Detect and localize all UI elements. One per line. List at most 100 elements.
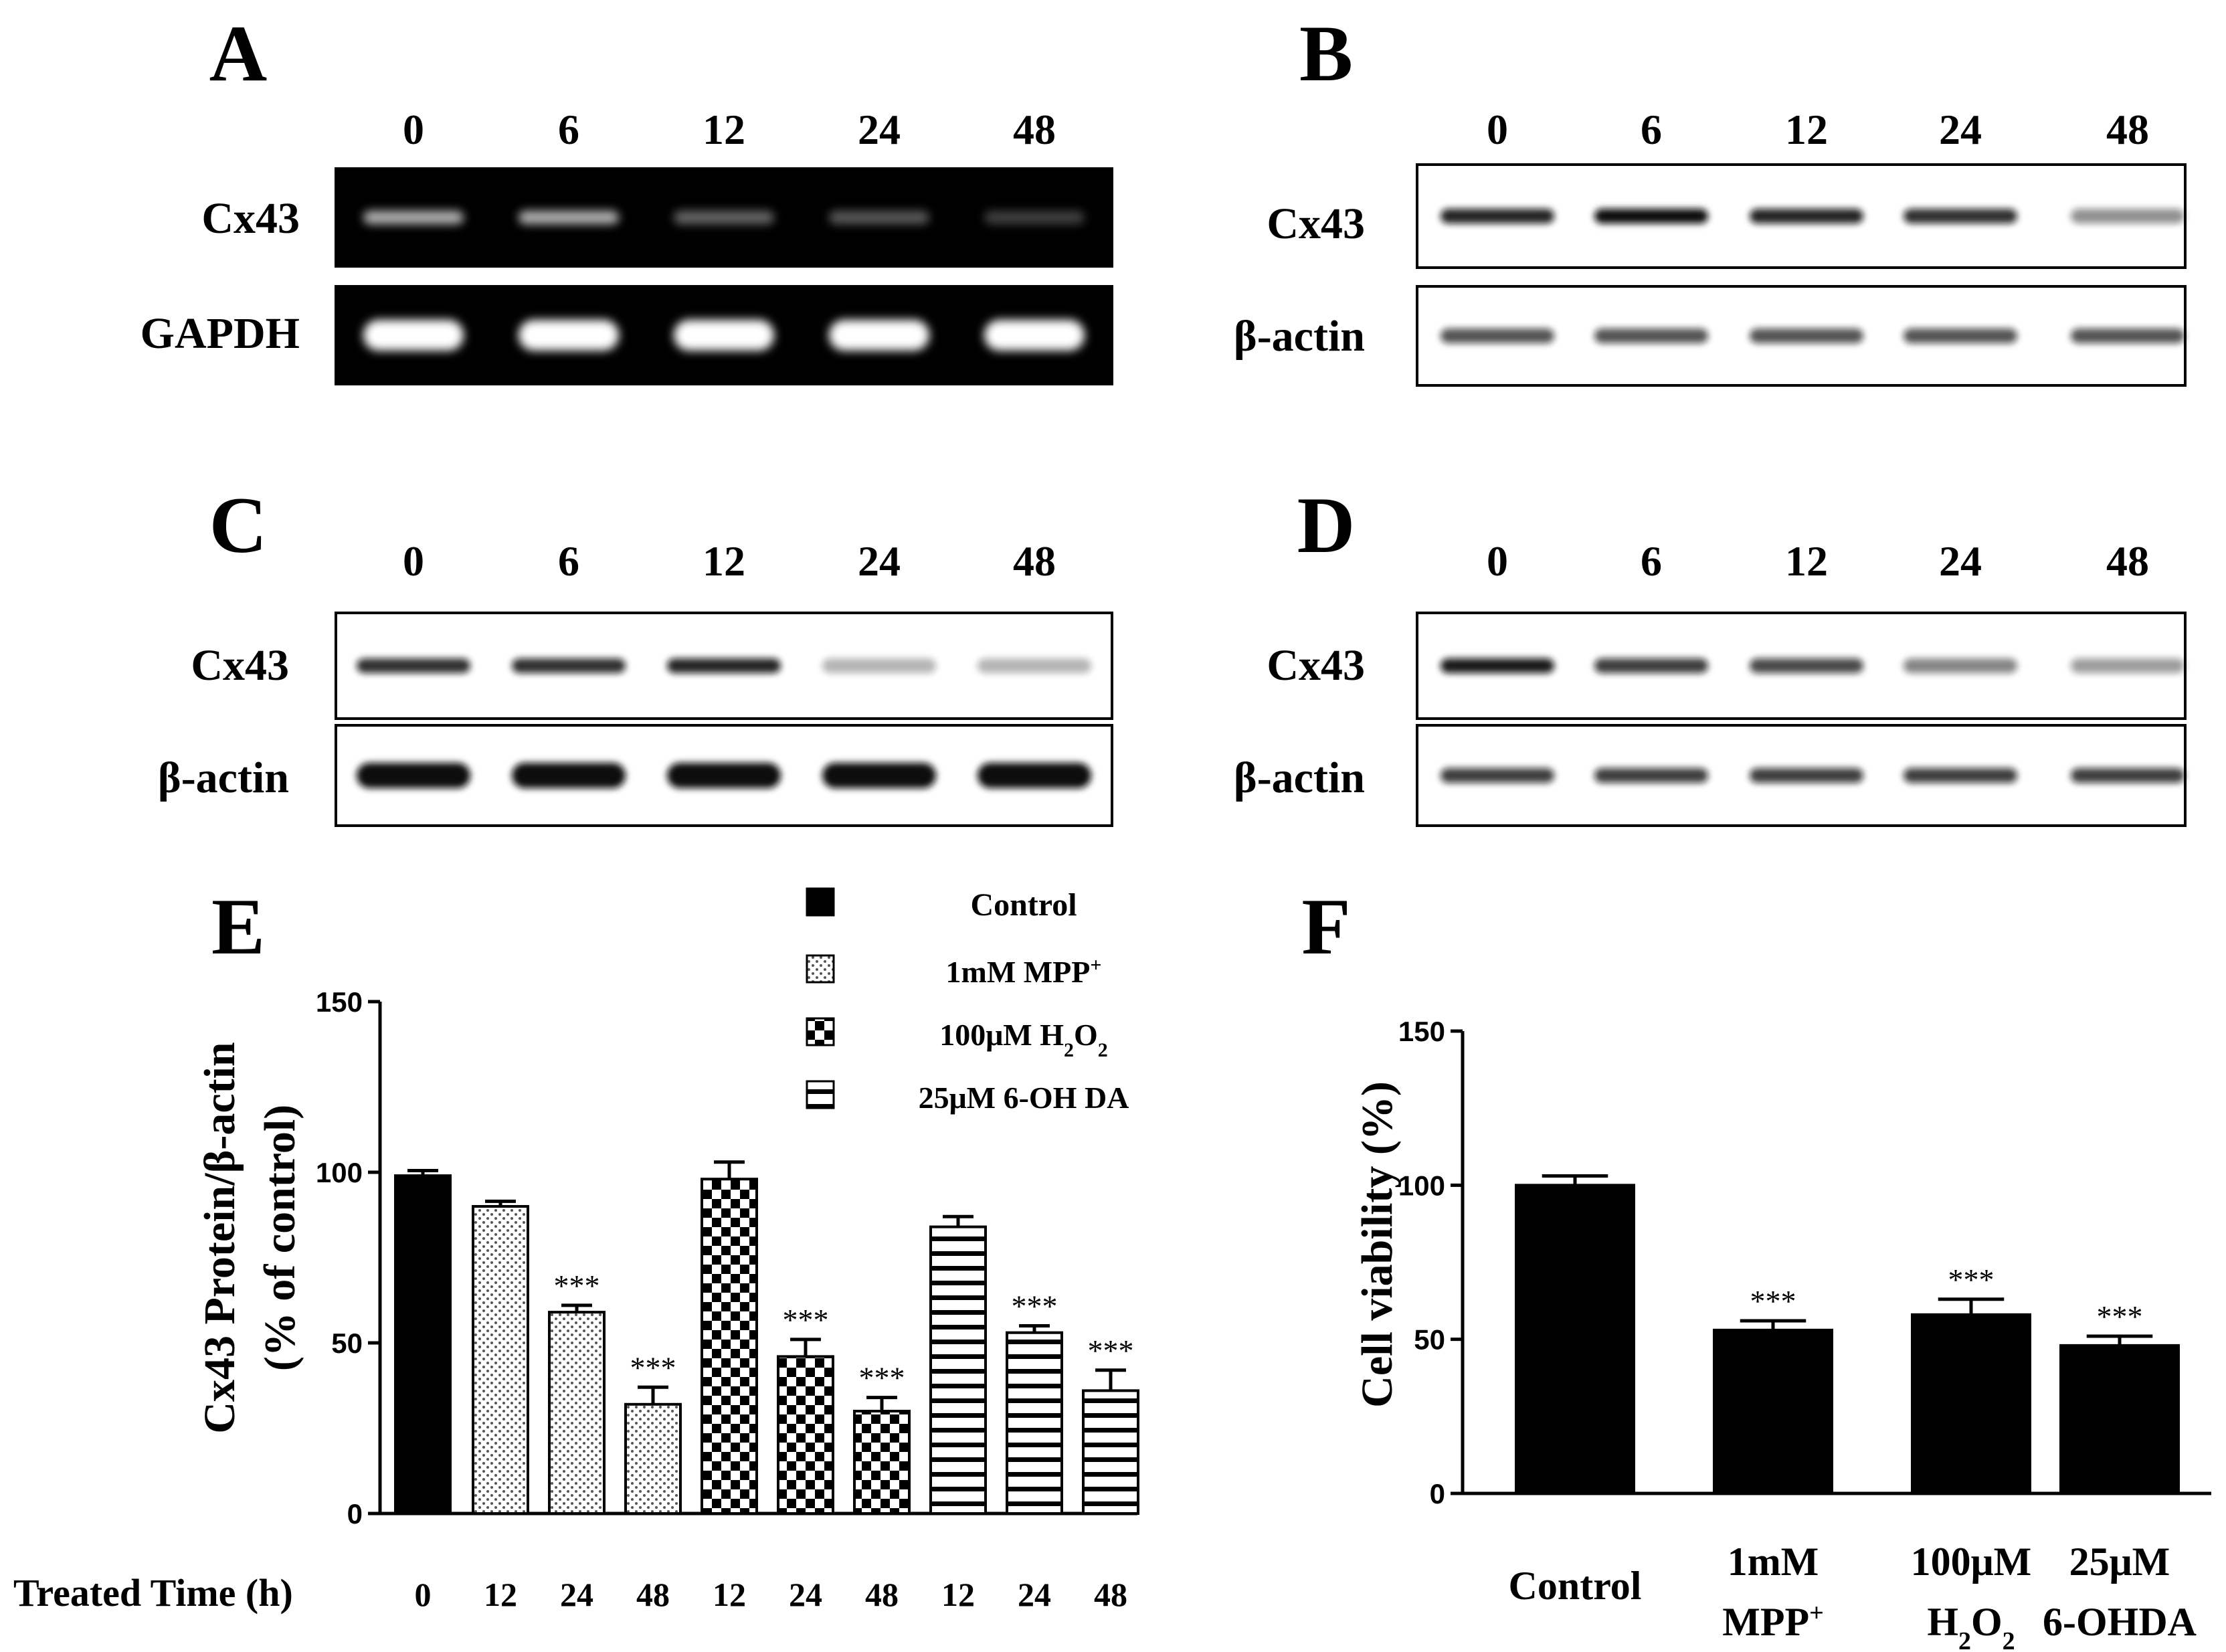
x-tick-label: 24	[1018, 1576, 1051, 1613]
bar	[929, 1225, 987, 1515]
x-tick-label: 12	[941, 1576, 975, 1613]
panel-f-tick-labels: 050100150Control1mMMPP+100μMH2O225μM6-OH…	[1398, 1016, 2197, 1652]
blot-band	[667, 763, 781, 788]
lane-label: 0	[1487, 537, 1508, 585]
blot-band	[1594, 329, 1708, 343]
blot-band	[667, 658, 781, 673]
x-tick-label-main: 6-OHDA	[2043, 1600, 2197, 1644]
lane-label: 24	[858, 537, 901, 585]
x-tick-label-sup: +	[1809, 1599, 1824, 1627]
blot-band	[1441, 329, 1554, 343]
legend-label-control: Control	[970, 887, 1077, 923]
x-tick-label: 24	[560, 1576, 593, 1613]
y-tick-label: 150	[316, 986, 363, 1018]
x-tick-label-sub: 2	[1958, 1627, 1971, 1652]
blot-row-label: Cx43	[201, 194, 300, 243]
x-tick-label: 48	[1094, 1576, 1127, 1613]
legend-label-6ohda: 25μM 6-OH DA	[919, 1081, 1129, 1115]
legend-label-h2o2-mid: O	[1074, 1018, 1098, 1052]
lane-label: 24	[1939, 106, 1982, 153]
blot-band	[822, 658, 936, 673]
legend-label-mpp: 1mM MPP+	[946, 954, 1102, 990]
lane-label: 6	[558, 537, 579, 585]
bar	[777, 1355, 834, 1516]
significance-marker: ***	[2097, 1299, 2143, 1334]
legend-swatch-h2o2	[806, 1017, 835, 1046]
blot-band	[1904, 658, 2017, 673]
y-tick-label: 0	[1430, 1478, 1445, 1509]
x-tick-label-main: MPP	[1722, 1600, 1809, 1644]
bar	[1911, 1313, 2031, 1495]
x-tick-label-line1: 1mM	[1728, 1540, 1819, 1584]
blot-band	[1441, 209, 1554, 223]
panel-e-chart: E Cx43 Protein/β-actin (% of control) **…	[13, 882, 1139, 1615]
panel-f-chart: F Cell viability (%) *** *** *** 0 50 100 150…	[1301, 882, 2211, 1652]
lane-label: 12	[1785, 106, 1828, 153]
x-tick-label-mid: O	[1971, 1600, 2003, 1644]
blot-band	[1750, 768, 1863, 783]
blot-band	[1594, 768, 1708, 783]
lane-label: 6	[558, 106, 579, 153]
panel-f-bars: *** *** ***	[1515, 1174, 2180, 1495]
y-tick-label: 0	[347, 1498, 363, 1530]
panel-e-legend: Control 1mM MPP+ 100μM H2O2 25μM 6-OH DA	[806, 887, 1129, 1115]
blot-band	[519, 211, 619, 224]
lane-label: 0	[403, 537, 424, 585]
panel-b-blot: B 0 6 12 24 48 Cx43 β-actin	[1234, 9, 2187, 387]
x-tick-label: 12	[484, 1576, 517, 1613]
panel-e-xlabel: Treated Time (h)	[13, 1571, 293, 1615]
y-tick-label: 50	[331, 1327, 363, 1359]
blot-row-label: β-actin	[1234, 312, 1365, 361]
x-tick-label-line1: 100μM	[1911, 1540, 2032, 1584]
blot-band	[357, 763, 470, 788]
x-tick-label: 48	[865, 1576, 899, 1613]
legend-swatch-mpp	[806, 954, 835, 984]
x-tick-label-line2: MPP+	[1722, 1599, 1824, 1644]
lane-label: 6	[1641, 106, 1662, 153]
blot-band	[512, 763, 626, 788]
panel-e-tick-labels: 0 50 100 150 0 12 24 48 12 24 48 12 24 48	[316, 986, 1127, 1613]
blot-band	[829, 320, 929, 351]
panel-e-ylabel: Cx43 Protein/β-actin	[195, 1042, 244, 1433]
lane-label: 48	[1013, 537, 1056, 585]
blot-band	[829, 211, 929, 224]
panel-e-ylabel-unit: (% of control)	[256, 1105, 304, 1371]
lane-label: 6	[1641, 537, 1662, 585]
lane-label: 0	[1487, 106, 1508, 153]
panel-e-bars: *** *** *** *** *** ***	[394, 1160, 1139, 1516]
blot-band	[512, 658, 626, 673]
blot-band	[1750, 658, 1863, 673]
panel-c-blot: C 0 6 12 24 48 Cx43 β-actin	[158, 480, 1113, 827]
blot-band	[674, 320, 774, 351]
significance-marker: ***	[1750, 1284, 1796, 1318]
panel-d-letter: D	[1297, 480, 1356, 569]
blot-band	[363, 211, 464, 224]
blot-row-label: Cx43	[1267, 641, 1365, 690]
lane-label: 48	[2106, 537, 2149, 585]
blot-band	[519, 320, 619, 351]
bar	[1006, 1331, 1063, 1515]
panel-b-letter: B	[1299, 9, 1353, 98]
blot-band	[1441, 768, 1554, 783]
blot-row-label: Cx43	[191, 641, 289, 690]
significance-marker: ***	[1012, 1289, 1058, 1323]
x-tick-label: 48	[636, 1576, 670, 1613]
legend-label-h2o2-main: 100μM H	[939, 1018, 1064, 1052]
legend-swatch-6ohda	[806, 1080, 835, 1109]
panel-d-blot: D 0 6 12 24 48 Cx43 β-actin	[1234, 480, 2187, 827]
panel-f-ylabel: Cell viability (%)	[1353, 1081, 1402, 1408]
x-tick-label: Control	[1509, 1564, 1642, 1608]
y-tick-label: 150	[1398, 1016, 1445, 1047]
lane-label: 12	[703, 537, 745, 585]
y-tick-label: 100	[316, 1157, 363, 1188]
legend-label-mpp-sup: +	[1090, 954, 1101, 976]
blot-row-label: β-actin	[1234, 753, 1365, 802]
legend-label-h2o2-sub2: 2	[1098, 1039, 1108, 1061]
significance-marker: ***	[1088, 1334, 1134, 1368]
blot-band	[2071, 658, 2185, 673]
legend-swatch-control	[806, 887, 835, 917]
bar	[394, 1174, 452, 1515]
blot-band	[1594, 658, 1708, 673]
x-tick-label: 24	[789, 1576, 822, 1613]
